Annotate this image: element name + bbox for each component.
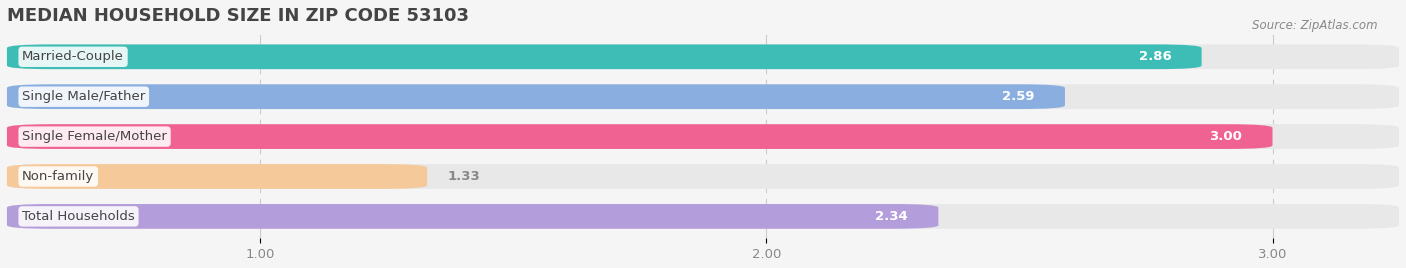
Text: Non-family: Non-family bbox=[22, 170, 94, 183]
Text: 1.33: 1.33 bbox=[447, 170, 479, 183]
FancyBboxPatch shape bbox=[7, 164, 427, 189]
Text: 2.59: 2.59 bbox=[1002, 90, 1035, 103]
FancyBboxPatch shape bbox=[7, 164, 1399, 189]
FancyBboxPatch shape bbox=[7, 124, 1399, 149]
FancyBboxPatch shape bbox=[7, 204, 1399, 229]
Text: 3.00: 3.00 bbox=[1209, 130, 1241, 143]
Text: Single Female/Mother: Single Female/Mother bbox=[22, 130, 167, 143]
Text: Total Households: Total Households bbox=[22, 210, 135, 223]
FancyBboxPatch shape bbox=[7, 204, 938, 229]
FancyBboxPatch shape bbox=[7, 44, 1399, 69]
Text: MEDIAN HOUSEHOLD SIZE IN ZIP CODE 53103: MEDIAN HOUSEHOLD SIZE IN ZIP CODE 53103 bbox=[7, 7, 470, 25]
Text: Source: ZipAtlas.com: Source: ZipAtlas.com bbox=[1253, 19, 1378, 32]
FancyBboxPatch shape bbox=[7, 124, 1272, 149]
Text: 2.34: 2.34 bbox=[876, 210, 908, 223]
Text: 2.86: 2.86 bbox=[1139, 50, 1171, 63]
FancyBboxPatch shape bbox=[7, 84, 1064, 109]
Text: Married-Couple: Married-Couple bbox=[22, 50, 124, 63]
Text: Single Male/Father: Single Male/Father bbox=[22, 90, 145, 103]
FancyBboxPatch shape bbox=[7, 84, 1399, 109]
FancyBboxPatch shape bbox=[7, 44, 1202, 69]
